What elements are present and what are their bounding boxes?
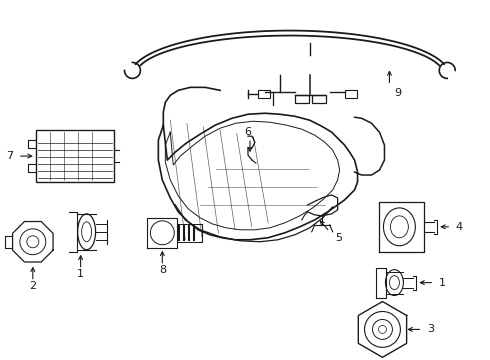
Text: 1: 1 xyxy=(77,269,84,279)
Text: 8: 8 xyxy=(159,265,166,275)
Bar xyxy=(295,95,309,103)
Text: 9: 9 xyxy=(394,88,401,98)
Text: 3: 3 xyxy=(427,324,434,334)
Text: 7: 7 xyxy=(6,151,13,161)
Bar xyxy=(258,90,270,98)
Text: 5: 5 xyxy=(336,233,343,243)
Bar xyxy=(36,130,114,182)
Text: 1: 1 xyxy=(439,278,446,288)
Bar xyxy=(312,95,326,103)
Text: 2: 2 xyxy=(29,280,36,291)
Text: 6: 6 xyxy=(245,127,251,137)
Text: 4: 4 xyxy=(456,222,463,232)
Bar xyxy=(344,90,357,98)
